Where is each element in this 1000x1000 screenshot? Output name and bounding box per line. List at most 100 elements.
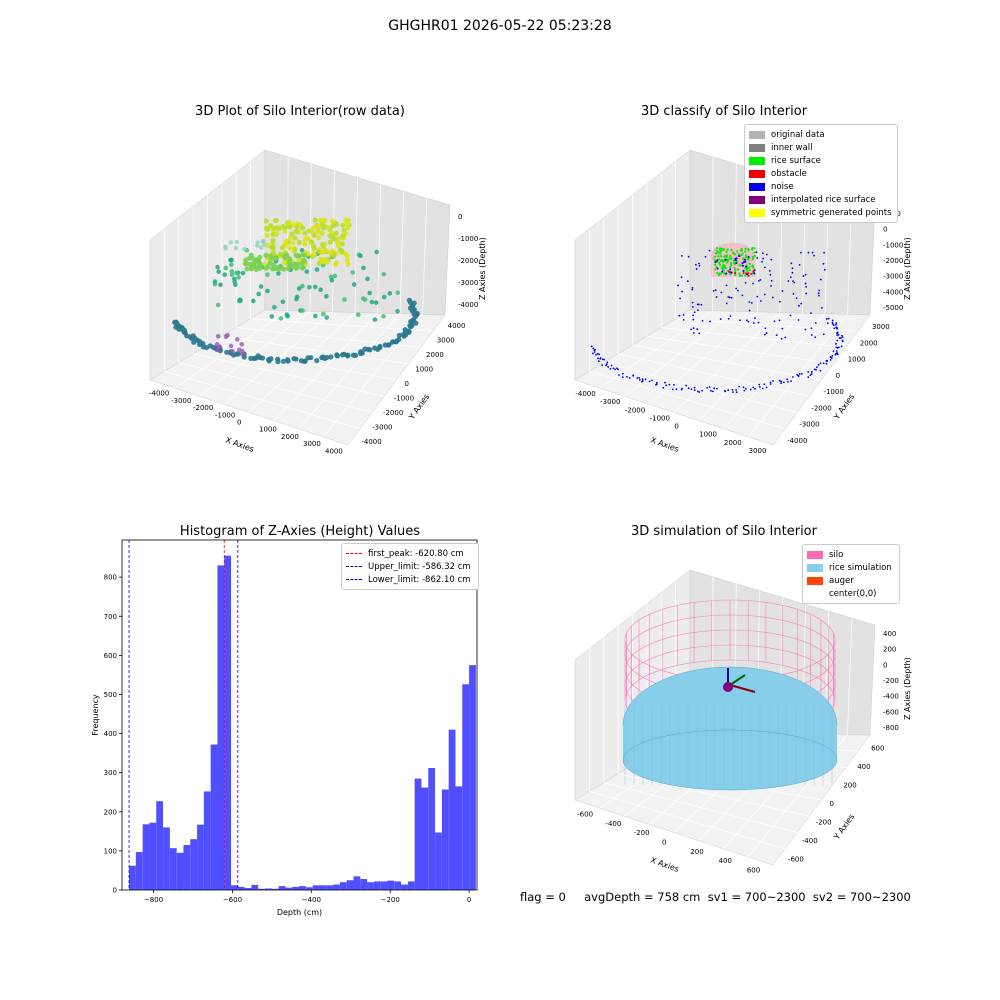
noise-point [698, 391, 701, 393]
y-tick-label: -3000 [372, 423, 392, 431]
panel1-title: 3D Plot of Silo Interior(row data) [195, 104, 405, 119]
plot-frame [121, 539, 478, 891]
data-point [287, 262, 293, 268]
histogram-legend: first_peak: -620.80 cm Upper_limit: -586… [341, 543, 479, 590]
data-point [270, 266, 276, 272]
histogram-bar [176, 852, 184, 890]
histogram-bar [237, 886, 245, 890]
z-tick-label: -5000 [883, 304, 903, 312]
legend-item: rice simulation [807, 561, 895, 574]
noise-point [792, 293, 795, 295]
z-tick-label: -400 [883, 693, 899, 701]
z-tick-label: -4000 [883, 288, 903, 296]
legend-item: rice surface [749, 154, 893, 167]
histogram-bar [231, 885, 238, 890]
data-point [228, 343, 234, 349]
noise-point [809, 374, 812, 377]
histogram-bar [360, 879, 368, 890]
noise-point [721, 270, 724, 273]
data-point [300, 225, 306, 231]
histogram-bar [421, 787, 429, 890]
histogram-bar [224, 555, 232, 890]
noise-point [665, 384, 668, 387]
data-point [287, 245, 293, 251]
data-point [327, 239, 333, 245]
x-tick-label: -3000 [171, 397, 191, 405]
histogram-bar [387, 880, 395, 890]
rice-surface-point [714, 252, 717, 255]
data-point [280, 358, 287, 364]
histogram-bar [441, 789, 449, 890]
noise-point [778, 300, 781, 303]
data-point [289, 231, 295, 237]
noise-point [771, 296, 774, 299]
noise-point [763, 293, 766, 296]
rice-surface-point [740, 274, 743, 277]
noise-point [638, 379, 641, 381]
noise-point [698, 332, 701, 335]
data-point [291, 356, 297, 362]
data-point [374, 249, 380, 255]
rice-surface-point [729, 263, 733, 266]
histogram-bar [142, 824, 150, 890]
data-point [377, 344, 383, 351]
noise-point [780, 337, 783, 340]
x-tick-label: -600 [577, 811, 593, 819]
data-point [244, 266, 250, 272]
noise-point [757, 279, 760, 282]
noise-point [818, 289, 821, 292]
data-point [217, 344, 222, 350]
noise-point [596, 352, 599, 355]
y-tick-label: 0 [405, 380, 409, 388]
rice-surface-point [715, 246, 719, 250]
noise-point [810, 371, 813, 373]
y-tick-label: 1000 [848, 356, 866, 364]
data-point [294, 296, 299, 302]
noise-point [826, 359, 829, 362]
y-tick-label: 500 [104, 691, 117, 699]
histogram-bar [292, 886, 300, 890]
x-axis-label: Depth (cm) [277, 908, 322, 917]
data-point [372, 317, 378, 322]
y-tick-label: 0 [113, 887, 117, 895]
x-tick-label: 400 [719, 857, 732, 865]
histogram-bar [312, 885, 320, 890]
y-tick-label: -2000 [811, 404, 831, 412]
noise-point [739, 319, 741, 322]
data-point [311, 232, 317, 238]
rice-surface-point [744, 254, 748, 257]
data-point [216, 269, 221, 274]
rice-surface-point [732, 252, 735, 255]
data-point [222, 272, 227, 277]
noise-point [682, 314, 685, 316]
x-tick-label: −800 [144, 896, 163, 904]
x-tick-label: 3000 [749, 447, 767, 455]
noise-point [617, 368, 619, 371]
grid-line [847, 618, 853, 735]
noise-point [770, 279, 773, 282]
rice-surface-point [744, 247, 747, 250]
noise-point [741, 262, 744, 265]
data-point [318, 287, 324, 292]
noise-point [829, 356, 832, 359]
rice-surface-point [725, 261, 729, 264]
noise-point [590, 345, 593, 348]
noise-point [693, 386, 696, 389]
histogram-bar [278, 886, 286, 890]
data-point [300, 308, 305, 313]
data-point [243, 257, 249, 263]
rice-surface-point [748, 262, 751, 266]
noise-point [761, 387, 764, 390]
noise-point [841, 336, 844, 339]
data-point [278, 316, 284, 321]
rice-surface-point [721, 268, 725, 271]
noise-point [765, 253, 768, 256]
rice-surface-point [717, 258, 720, 261]
noise-point [813, 254, 815, 257]
legend-item: interpolated rice surface [749, 193, 893, 206]
data-point [308, 239, 314, 245]
noise-point [768, 270, 771, 272]
noise-point [823, 268, 826, 271]
noise-point [735, 389, 737, 391]
z-tick-label: -800 [883, 724, 899, 732]
